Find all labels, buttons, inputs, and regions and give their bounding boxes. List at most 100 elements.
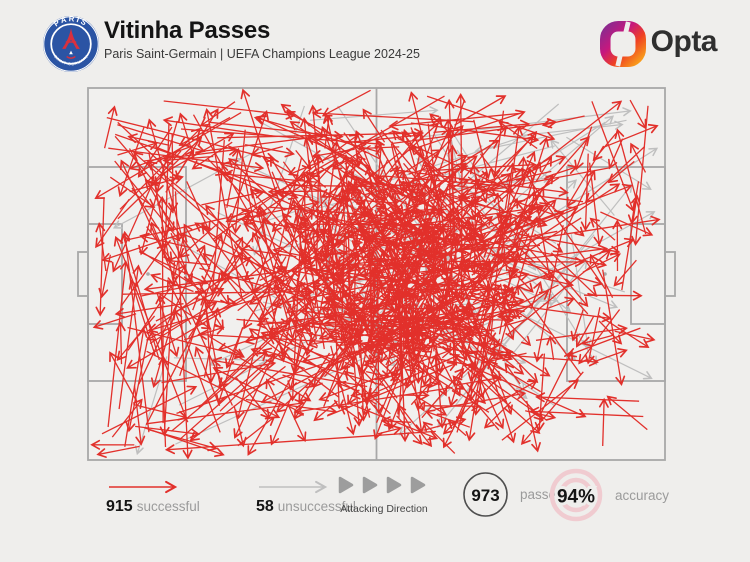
successful-pass-arrow [172, 309, 221, 433]
successful-pass-arrow [566, 327, 641, 358]
successful-pass-arrow [127, 133, 170, 146]
successful-pass-arrow [375, 159, 389, 186]
successful-pass-arrow [301, 352, 338, 365]
successful-pass-arrow [353, 227, 434, 347]
successful-pass-arrow [535, 155, 553, 183]
successful-pass-arrow [391, 118, 558, 145]
successful-pass-arrow [358, 333, 369, 422]
successful-pass-arrow [603, 123, 659, 148]
successful-pass-arrow [98, 254, 112, 299]
successful-pass-arrow [363, 318, 528, 368]
successful-pass-arrow [442, 338, 501, 449]
unsuccessful-pass-arrow [504, 259, 588, 364]
successful-pass-arrow [331, 193, 395, 204]
successful-pass-arrow [360, 305, 371, 330]
successful-pass-arrow [472, 215, 494, 235]
successful-pass-arrow [430, 209, 484, 238]
successful-pass-arrow [208, 140, 225, 294]
successful-pass-arrow [550, 252, 598, 298]
successful-pass-arrow [109, 176, 156, 208]
successful-pass-arrow [396, 415, 423, 445]
successful-pass-arrow [514, 309, 553, 336]
successful-pass-arrow [421, 218, 453, 233]
successful-pass-arrow [584, 307, 601, 365]
successful-pass-arrow [96, 445, 140, 458]
cradle-icon [66, 56, 76, 59]
successful-pass-arrow [144, 145, 239, 162]
successful-pass-arrow [546, 335, 557, 361]
successful-pass-arrow [114, 133, 299, 200]
successful-pass-arrow [408, 290, 518, 337]
successful-pass-arrow [357, 280, 383, 376]
successful-pass-arrow [500, 251, 522, 313]
successful-pass-arrow [540, 349, 574, 414]
successful-pass-arrow [149, 221, 169, 262]
successful-pass-arrow [535, 392, 640, 403]
successful-pass-arrow [150, 305, 178, 389]
successful-pass-arrow [352, 350, 364, 427]
successful-pass-arrow [345, 169, 405, 262]
successful-pass-arrow [275, 187, 311, 199]
successful-pass-arrow [534, 233, 564, 253]
successful-pass-arrow [162, 116, 273, 137]
successful-pass-arrow [289, 181, 376, 192]
successful-pass-arrow [221, 172, 366, 239]
successful-pass-arrow [344, 171, 438, 211]
page-title: Vitinha Passes [104, 17, 271, 44]
successful-pass-arrow [490, 110, 505, 179]
successful-pass-arrow [321, 165, 348, 261]
successful-pass-arrow [418, 331, 547, 421]
successful-pass-arrow [92, 313, 137, 330]
successful-pass-arrow [439, 188, 476, 221]
successful-pass-arrow [194, 346, 221, 407]
successful-pass-arrow [385, 252, 446, 366]
successful-pass-arrow [292, 319, 316, 337]
successful-pass-arrow [312, 237, 427, 261]
successful-pass-arrow [514, 219, 589, 308]
successful-pass-arrow [369, 99, 466, 366]
successful-pass-arrow [143, 269, 291, 294]
successful-pass-arrow [356, 219, 418, 232]
successful-pass-arrow [184, 324, 225, 341]
successful-pass-arrow [154, 146, 226, 176]
successful-pass-arrow [614, 330, 656, 344]
successful-pass-arrow [133, 385, 146, 446]
successful-pass-arrow [400, 213, 451, 260]
successful-pass-arrow [598, 397, 609, 447]
opta-logo-icon [600, 21, 646, 67]
successful-pass-arrow [614, 128, 647, 235]
successful-pass-arrow [228, 157, 286, 211]
successful-pass-arrow [496, 378, 513, 416]
successful-pass-arrow [314, 215, 461, 245]
successful-pass-arrow [243, 256, 287, 330]
eiffel-tower-icon [62, 28, 80, 49]
successful-pass-arrow [442, 380, 496, 435]
successful-pass-arrow [501, 379, 580, 441]
successful-pass-arrow [323, 277, 377, 407]
successful-pass-arrow [465, 261, 492, 288]
successful-pass-arrow [440, 306, 492, 332]
successful-pass-arrow [584, 146, 646, 203]
successful-pass-arrow [418, 331, 508, 373]
legend-successful: 915 successful [106, 480, 200, 516]
successful-pass-arrow [115, 321, 126, 365]
successful-pass-arrow [486, 214, 503, 342]
successful-pass-arrow [365, 259, 376, 341]
successful-pass-arrow [465, 329, 488, 442]
successful-pass-arrow [127, 263, 187, 351]
successful-pass-arrow [146, 160, 264, 259]
successful-pass-arrow [236, 198, 320, 221]
successful-pass-arrow [455, 92, 466, 172]
successful-pass-arrow [327, 329, 354, 340]
successful-pass-arrow [352, 308, 364, 334]
successful-pass-arrow [352, 326, 363, 359]
successful-pass-arrow [226, 147, 242, 208]
successful-pass-arrow [456, 304, 532, 329]
successful-pass-arrow [408, 91, 444, 220]
successful-pass-arrow [594, 348, 628, 363]
successful-pass-arrow [459, 178, 481, 202]
successful-pass-arrow [179, 223, 218, 258]
successful-pass-arrow [350, 207, 374, 219]
